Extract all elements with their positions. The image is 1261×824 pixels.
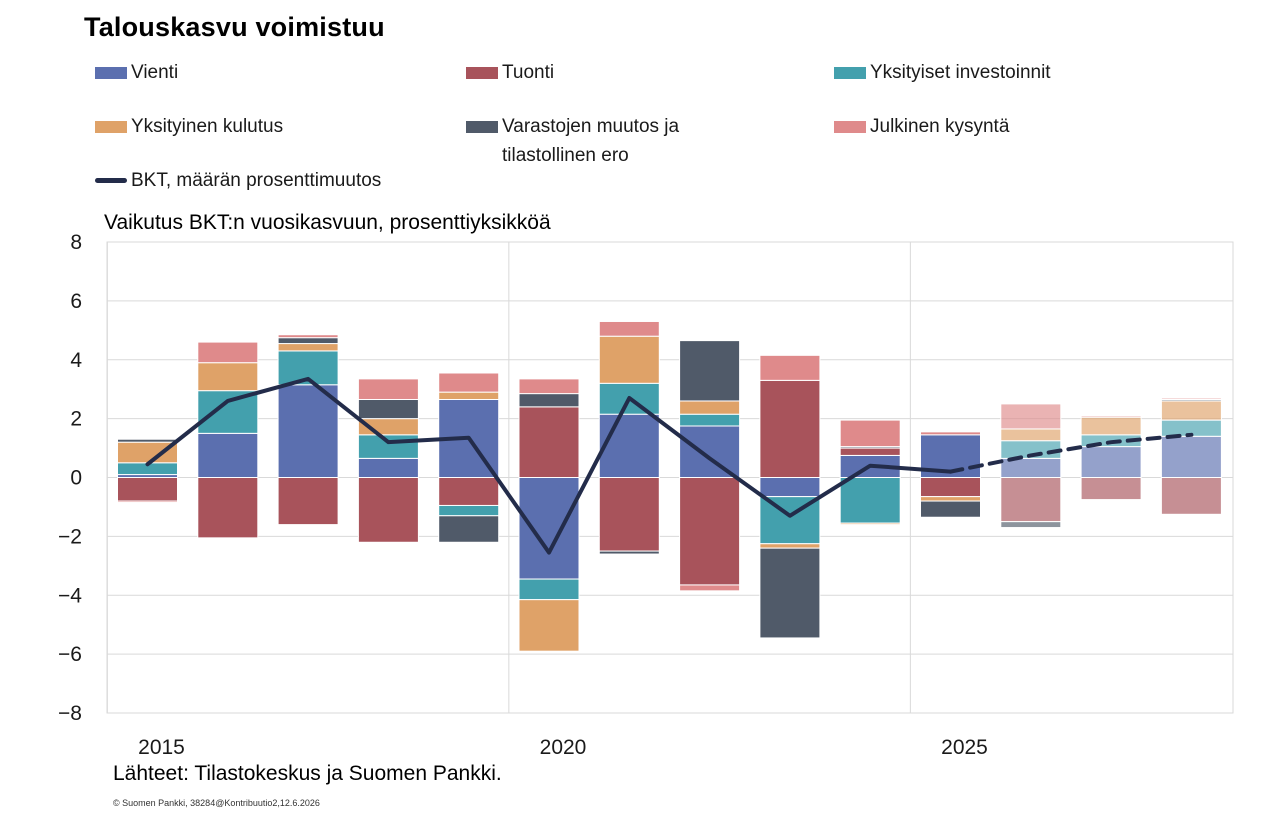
- legend-label-julkinen-kysynta: Julkinen kysyntä: [870, 116, 1010, 137]
- bar-segment: [759, 543, 821, 549]
- bar-segment: [1080, 416, 1142, 436]
- bar-segment: [357, 398, 419, 420]
- y-tick-label: 2: [70, 408, 82, 431]
- bar-segment: [839, 419, 901, 448]
- bar-segment: [277, 334, 339, 339]
- bar-segment: [759, 379, 821, 479]
- legend-swatch-yksityiset-investoinnit: [834, 67, 866, 79]
- chart-subtitle: Vaikutus BKT:n vuosikasvuun, prosenttiyk…: [104, 211, 551, 234]
- bar-segment: [759, 547, 821, 639]
- bar-segment: [197, 341, 259, 364]
- bar-segment: [1160, 397, 1222, 400]
- bar-segment: [357, 434, 419, 459]
- legend-label-yksityiset-investoinnit: Yksityiset investoinnit: [870, 62, 1051, 83]
- bar-segment: [1000, 403, 1062, 430]
- bar-segment: [277, 343, 339, 352]
- bar-segment: [117, 438, 178, 443]
- x-tick-label: 2025: [941, 736, 988, 759]
- x-tick-label: 2020: [540, 736, 587, 759]
- legend-label-tuonti: Tuonti: [502, 62, 555, 83]
- y-tick-label: −8: [58, 702, 82, 725]
- bar-segment: [357, 378, 419, 400]
- legend-swatch-varastojen-muutos: [466, 121, 498, 133]
- bar-segment: [1160, 435, 1222, 479]
- bkt-line-actual: [145, 376, 953, 555]
- bar-segment: [438, 504, 500, 517]
- y-tick-label: 6: [70, 290, 82, 313]
- bar-segment: [197, 432, 259, 478]
- bar-segment: [920, 500, 981, 518]
- bar-segment: [197, 362, 259, 392]
- y-tick-label: 8: [70, 231, 82, 254]
- bar-segment: [1000, 428, 1062, 442]
- bar-segment: [759, 354, 821, 381]
- bkt-line-forecast: [948, 432, 1194, 474]
- bar-segment: [679, 400, 741, 415]
- legend-label-vienti: Vienti: [131, 62, 179, 83]
- bar-segment: [518, 393, 580, 408]
- bar-segment: [839, 477, 901, 524]
- bar-segment: [1160, 477, 1222, 515]
- bar-segment: [679, 477, 741, 586]
- bar-segment: [1080, 477, 1142, 501]
- bar-segment: [1160, 400, 1222, 421]
- bar-segment: [679, 584, 741, 592]
- bar-segment: [518, 599, 580, 652]
- y-tick-label: −4: [58, 584, 82, 607]
- bar-segment: [598, 413, 660, 479]
- bar-segment: [518, 477, 580, 580]
- copyright-note: © Suomen Pankki, 38284@Kontribuutio2,12.…: [113, 798, 320, 808]
- bar-segment: [839, 522, 901, 526]
- legend-swatch-yksityinen-kulutus: [95, 121, 127, 133]
- bar-segment: [1080, 415, 1142, 418]
- x-tick-label: 2015: [138, 736, 185, 759]
- bar-segment: [598, 335, 660, 384]
- bar-segment: [357, 477, 419, 543]
- bar-segment: [1000, 477, 1062, 523]
- bar-segment: [197, 477, 259, 539]
- bar-segment: [759, 477, 821, 498]
- legend-label-bkt: BKT, määrän prosenttimuutos: [131, 170, 382, 191]
- y-tick-label: 0: [70, 467, 82, 490]
- bar-segment: [598, 320, 660, 337]
- legend-label-varastojen-muutos: Varastojen muutos ja tilastollinen ero: [502, 116, 680, 166]
- legend-swatch-bkt-line: [95, 178, 127, 183]
- chart-title: Talouskasvu voimistuu: [84, 12, 385, 42]
- bar-segment: [277, 337, 339, 345]
- bar-segment: [438, 372, 500, 393]
- bar-segment: [679, 413, 741, 427]
- bar-segment: [598, 477, 660, 552]
- bar-segment: [438, 515, 500, 543]
- bar-segment: [277, 384, 339, 479]
- y-tick-label: 4: [70, 349, 82, 372]
- y-tick-label: −2: [58, 525, 82, 548]
- bar-segment: [117, 477, 178, 502]
- bar-segment: [438, 477, 500, 506]
- source-note: Lähteet: Tilastokeskus ja Suomen Pankki.: [113, 762, 502, 785]
- bar-segment: [1000, 521, 1062, 529]
- legend-swatch-tuonti: [466, 67, 498, 79]
- bar-segment: [839, 447, 901, 456]
- bar-segment: [518, 406, 580, 479]
- bar-segment: [438, 391, 500, 400]
- legend-label-yksityinen-kulutus: Yksityinen kulutus: [131, 116, 284, 137]
- bar-segment: [518, 378, 580, 395]
- bar-segment: [679, 425, 741, 478]
- bar-segment: [920, 496, 981, 502]
- bar-segment: [117, 500, 178, 504]
- legend-swatch-vienti: [95, 67, 127, 79]
- legend-swatch-julkinen-kysynta: [834, 121, 866, 133]
- bar-segment: [518, 578, 580, 601]
- bar-segment: [598, 382, 660, 415]
- bar-segment: [1080, 446, 1142, 479]
- bar-segment: [598, 550, 660, 555]
- bar-segment: [277, 477, 339, 526]
- bar-segment: [357, 457, 419, 479]
- bar-segment: [920, 477, 981, 498]
- bar-segment: [679, 340, 741, 402]
- y-tick-label: −6: [58, 643, 82, 666]
- bar-segment: [197, 390, 259, 434]
- bar-segment: [920, 431, 981, 436]
